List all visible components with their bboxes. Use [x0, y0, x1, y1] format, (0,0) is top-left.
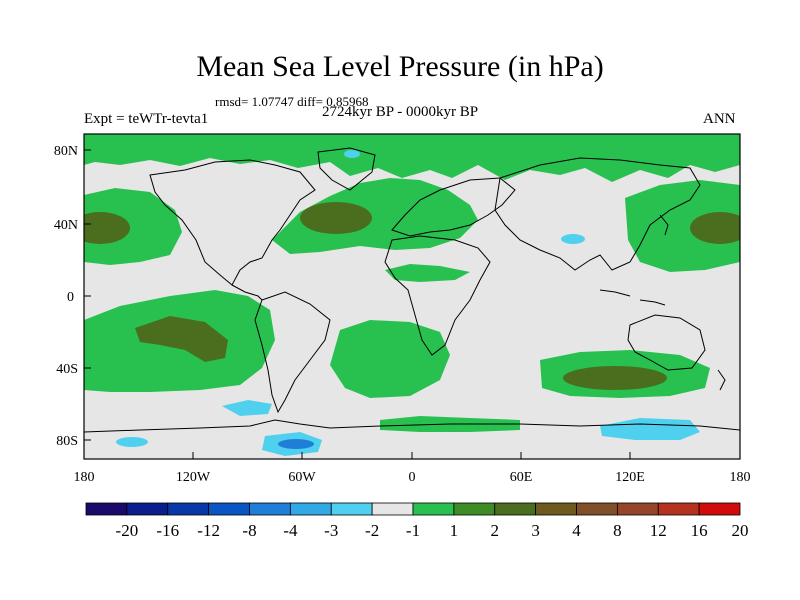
- y-tick-label: 80N: [54, 144, 78, 159]
- colorbar-label: 3: [531, 521, 540, 540]
- stats-label: rmsd= 1.07747 diff= 0.85968: [215, 94, 369, 109]
- colorbar-swatch: [249, 502, 291, 516]
- colorbar-swatch: [167, 502, 210, 516]
- x-tick-label: 60W: [288, 470, 316, 485]
- negative-patch-arctic: [344, 150, 360, 158]
- colorbar-swatch: [453, 502, 496, 516]
- colorbar-label: -16: [156, 521, 179, 540]
- colorbar-label: 12: [650, 521, 667, 540]
- colorbar-swatch: [371, 502, 414, 516]
- colorbar-label: -3: [324, 521, 338, 540]
- colorbar-label: 16: [691, 521, 708, 540]
- colorbar-swatch: [208, 502, 250, 516]
- colorbar-label: -2: [365, 521, 379, 540]
- colorbar-label: -12: [197, 521, 220, 540]
- colorbar-swatch: [576, 502, 618, 516]
- colorbar: -20 -16 -12 -8 -4 -3 -2 -1 1 2 3 4 8 12 16 20: [85, 502, 749, 540]
- negative-patch-north-indian: [561, 234, 585, 244]
- south-indian-core: [563, 366, 667, 390]
- map-title: Mean Sea Level Pressure (in hPa): [196, 50, 604, 83]
- x-tick-label: 180: [730, 470, 751, 485]
- colorbar-label: -1: [406, 521, 420, 540]
- colorbar-label: -4: [283, 521, 298, 540]
- north-pacific-east-core: [690, 212, 740, 244]
- colorbar-swatch: [616, 502, 659, 516]
- x-axis: [83, 452, 741, 459]
- coastlines: [84, 147, 740, 433]
- colorbar-swatch: [535, 502, 577, 516]
- colorbar-swatch: [494, 502, 537, 516]
- experiment-label: Expt = teWTr-tevta1: [84, 111, 209, 127]
- colorbar-swatch: [330, 502, 373, 516]
- colorbar-label: 1: [450, 521, 459, 540]
- colorbar-swatch: [289, 502, 332, 516]
- colorbar-label: 4: [572, 521, 581, 540]
- negative-patch-weddell-core: [278, 439, 314, 449]
- negative-patch-antarctic-pacific: [222, 400, 272, 416]
- season-label: ANN: [703, 111, 736, 127]
- colorbar-label: -20: [116, 521, 139, 540]
- north-pacific-west-positive-region: [84, 188, 182, 265]
- colorbar-label: 2: [491, 521, 500, 540]
- colorbar-label: -8: [242, 521, 256, 540]
- x-tick-label: 180: [74, 470, 95, 485]
- y-tick-label: 80S: [56, 434, 78, 449]
- x-tick-label: 60E: [510, 470, 533, 485]
- colorbar-swatch: [412, 502, 455, 516]
- negative-patch-ross-sea: [600, 418, 700, 440]
- y-tick-label: 40S: [56, 362, 78, 377]
- colorbar-label: 20: [732, 521, 749, 540]
- colorbar-swatch: [126, 502, 169, 516]
- x-tick-label: 120W: [176, 470, 211, 485]
- colorbar-swatch: [657, 502, 700, 516]
- south-atlantic-positive-region: [330, 320, 450, 398]
- negative-patch-antarctic-west: [116, 437, 148, 447]
- colorbar-label: 8: [613, 521, 622, 540]
- y-tick-label: 0: [67, 290, 74, 305]
- north-pacific-west-core: [84, 212, 130, 244]
- south-pacific-core: [135, 316, 228, 362]
- north-pacific-east-positive-region: [625, 180, 740, 272]
- y-axis: [84, 149, 91, 441]
- map-field: [84, 134, 740, 459]
- period-label: 2724kyr BP - 0000kyr BP: [322, 104, 479, 120]
- colorbar-swatch: [85, 502, 128, 516]
- arctic-positive-region: [84, 134, 740, 182]
- colorbar-swatch: [698, 502, 741, 516]
- x-tick-label: 120E: [615, 470, 645, 485]
- north-atlantic-core: [300, 202, 372, 234]
- sahara-positive-region: [385, 264, 470, 282]
- x-tick-label: 0: [409, 470, 416, 485]
- y-tick-label: 40N: [54, 218, 78, 233]
